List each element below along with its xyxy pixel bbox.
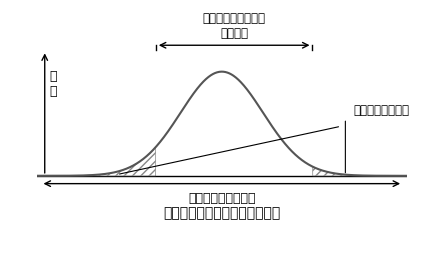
Text: 人間の作業精度は正規分布する: 人間の作業精度は正規分布する xyxy=(163,206,280,220)
Text: 確
率: 確 率 xyxy=(49,70,57,99)
Text: ヒューマンエラー: ヒューマンエラー xyxy=(353,104,410,117)
Text: システムが定義した
許容範囲: システムが定義した 許容範囲 xyxy=(203,12,266,40)
Text: 作業精度のバラツキ: 作業精度のバラツキ xyxy=(188,192,255,205)
